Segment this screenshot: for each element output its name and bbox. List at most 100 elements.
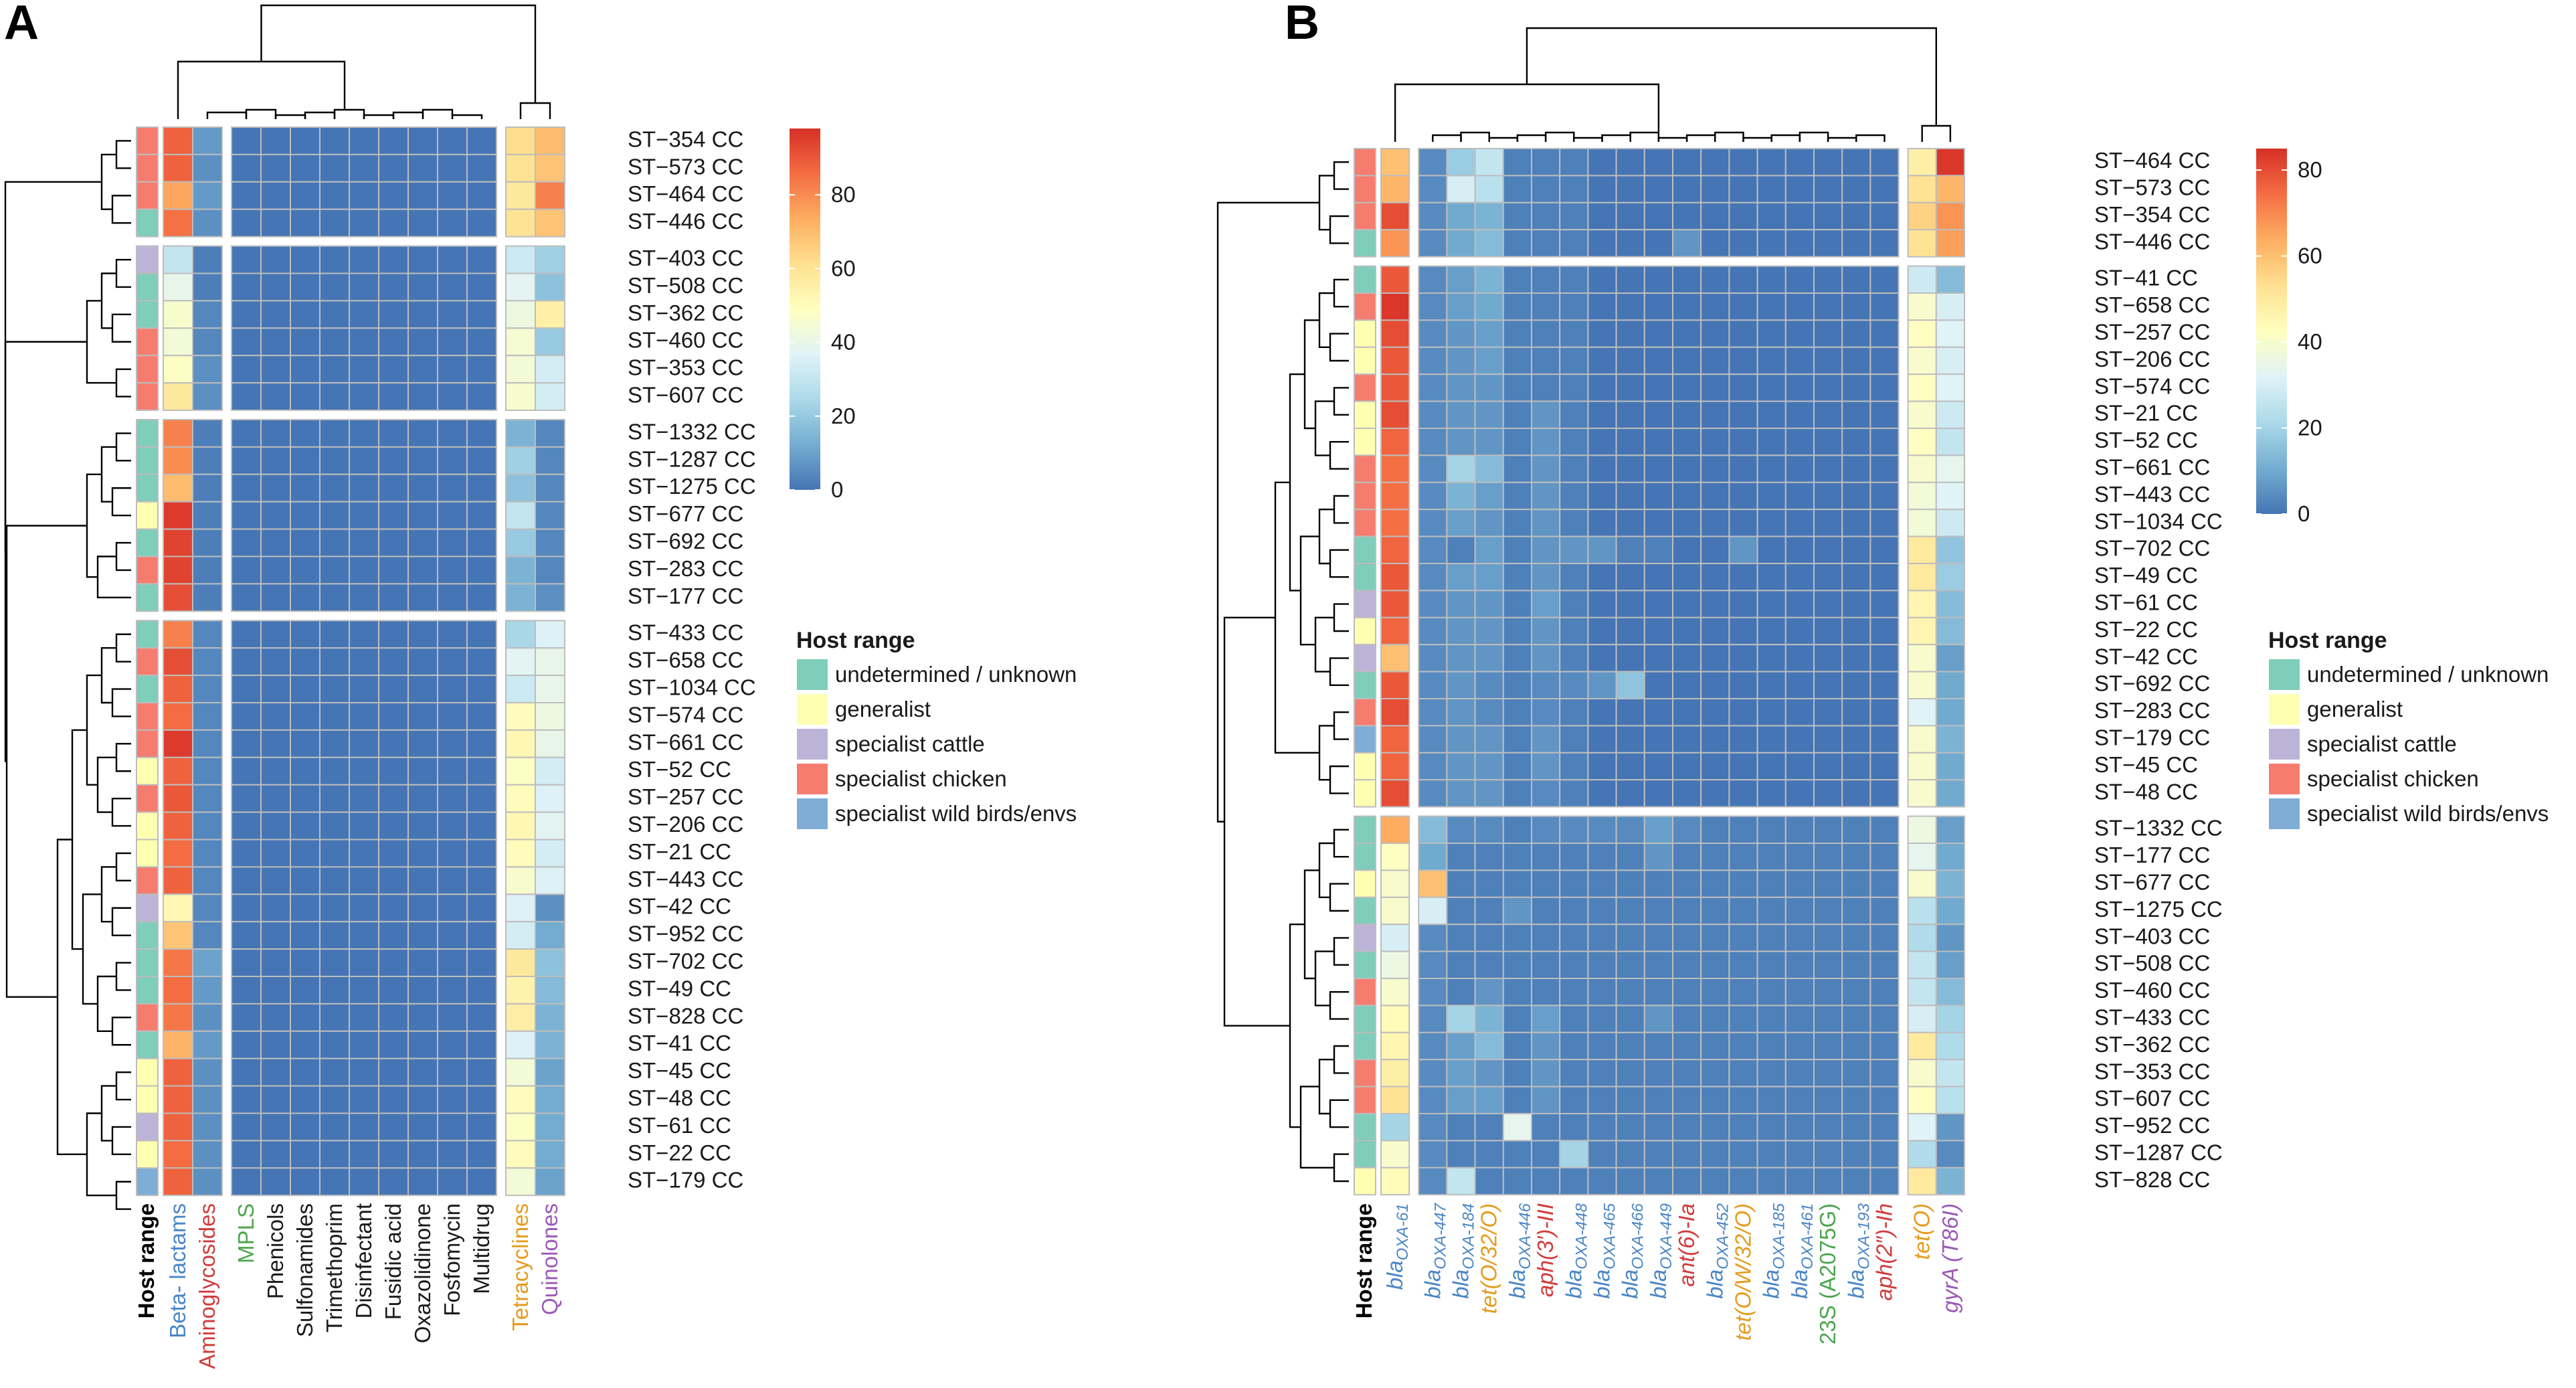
- heatmap-cell: [1869, 319, 1900, 348]
- heatmap-cell: [437, 446, 468, 475]
- heatmap-cell: [505, 756, 536, 786]
- host-range-column-label: Host range: [1352, 1203, 1376, 1318]
- column-label-subscript: OXA-465: [1601, 1203, 1619, 1269]
- heatmap-cell: [407, 300, 438, 329]
- heatmap-cell: [260, 811, 291, 841]
- heatmap-cell: [1531, 725, 1561, 754]
- dendrogram-branch: [1333, 711, 1349, 740]
- heatmap-cell: [1728, 229, 1758, 258]
- heatmap-cell: [1643, 454, 1674, 483]
- heatmap-cell: [1672, 265, 1702, 294]
- heatmap-cell: [192, 419, 223, 448]
- heatmap-cell: [505, 382, 536, 411]
- heatmap-cell: [1784, 229, 1815, 258]
- heatmap-cell: [1841, 481, 1871, 511]
- heatmap-cell: [505, 1140, 536, 1169]
- heatmap-cell: [1559, 1031, 1589, 1061]
- heatmap-cell: [1784, 175, 1815, 203]
- legend-title: Host range: [796, 628, 915, 653]
- heatmap-cell: [1502, 265, 1533, 294]
- heatmap-cell: [1474, 698, 1504, 727]
- heatmap-cell: [319, 355, 350, 384]
- heatmap-cell: [1841, 843, 1871, 871]
- dendrogram-branch: [100, 153, 116, 210]
- heatmap-cell: [1869, 815, 1900, 844]
- heatmap-cell: [1418, 815, 1448, 844]
- heatmap-cell: [1643, 616, 1674, 646]
- heatmap-cell: [1935, 535, 1966, 564]
- heatmap-cell: [1446, 148, 1476, 177]
- heatmap-cell: [378, 756, 409, 786]
- row-label: ST−702 CC: [628, 949, 743, 974]
- heatmap-cell: [1728, 1005, 1758, 1033]
- heatmap-cell: [1813, 924, 1843, 952]
- heatmap-cell: [1935, 373, 1966, 402]
- heatmap-cell: [1474, 292, 1504, 321]
- heatmap-cell: [1907, 563, 1937, 592]
- host-range-cell: [136, 181, 159, 210]
- heatmap-cell: [407, 976, 438, 1005]
- heatmap-cell: [163, 300, 193, 329]
- heatmap-cell: [1587, 175, 1617, 203]
- heatmap-cell: [535, 620, 565, 649]
- heatmap-cell: [1587, 779, 1617, 808]
- heatmap-cell: [535, 1030, 565, 1059]
- heatmap-cell: [1813, 346, 1843, 375]
- heatmap-cell: [260, 419, 291, 448]
- row-label: ST−433 CC: [2094, 1005, 2210, 1029]
- legend-swatch: [2268, 727, 2301, 761]
- heatmap-cell: [1672, 843, 1702, 871]
- dendrogram-branch: [5, 525, 87, 998]
- heatmap-cell: [260, 473, 291, 503]
- heatmap-cell: [1474, 1086, 1504, 1114]
- column-label-text: Trimethoprim: [322, 1203, 347, 1332]
- heatmap-cell: [466, 729, 497, 758]
- heatmap-cell: [1935, 752, 1966, 781]
- heatmap-cell: [1559, 428, 1589, 456]
- heatmap-cell: [1700, 725, 1730, 754]
- heatmap-cell: [231, 729, 262, 758]
- legend-swatch: [796, 797, 829, 831]
- heatmap-cell: [319, 419, 350, 448]
- dendrogram-branch: [96, 975, 116, 1032]
- heatmap-cell: [1700, 843, 1730, 871]
- heatmap-cell: [1700, 1140, 1730, 1168]
- column-label-subscript: OXA-461: [1799, 1203, 1817, 1270]
- heatmap-cell: [1784, 292, 1815, 321]
- heatmap-cell: [1531, 535, 1561, 564]
- heatmap-cell: [290, 1112, 320, 1142]
- heatmap-cell: [1700, 265, 1730, 294]
- heatmap-cell: [1784, 1113, 1815, 1142]
- heatmap-cell: [163, 272, 193, 302]
- row-label: ST−828 CC: [628, 1003, 743, 1028]
- heatmap-cell: [1907, 590, 1937, 618]
- heatmap-cell: [1672, 815, 1702, 844]
- heatmap-cell: [1841, 869, 1871, 898]
- heatmap-cell: [437, 382, 468, 411]
- heatmap-cell: [319, 1003, 350, 1032]
- heatmap-cell: [1700, 752, 1730, 781]
- heatmap-cell: [535, 446, 565, 475]
- heatmap-cell: [319, 528, 350, 557]
- heatmap-cell: [349, 784, 379, 813]
- heatmap-cell: [1784, 400, 1815, 429]
- heatmap-cell: [466, 675, 497, 703]
- heatmap-cell: [1869, 535, 1900, 564]
- heatmap-cell: [1841, 1140, 1871, 1168]
- heatmap-cell: [1907, 1086, 1937, 1114]
- legend-label: generalist: [835, 697, 931, 721]
- host-range-cell: [1354, 950, 1376, 979]
- heatmap-cell: [1643, 671, 1674, 699]
- heatmap-cell: [1756, 265, 1786, 294]
- heatmap-cell: [290, 473, 320, 503]
- dendrogram-branch: [1827, 137, 1857, 142]
- heatmap-cell: [319, 1057, 350, 1087]
- row-label: ST−574 CC: [2094, 373, 2210, 398]
- row-label: ST−658 CC: [628, 648, 743, 673]
- heatmap-cell: [437, 126, 468, 155]
- heatmap-cell: [1643, 292, 1674, 321]
- host-range-cell: [1354, 752, 1376, 781]
- heatmap-cell: [260, 272, 291, 302]
